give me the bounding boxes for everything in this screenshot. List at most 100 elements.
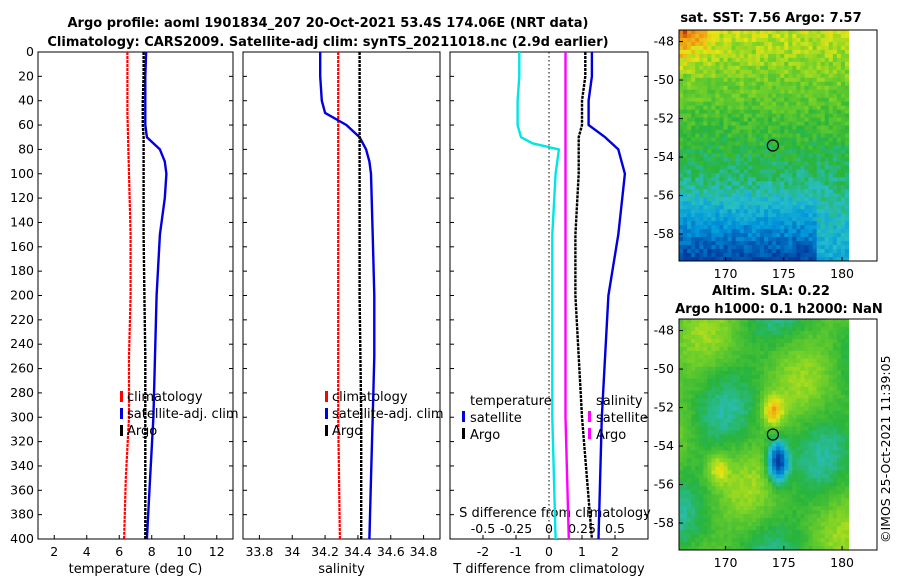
x-tick-label: -2: [477, 544, 489, 559]
y-tick-label: 340: [10, 458, 34, 473]
x-tick-label: 34.4: [344, 544, 372, 559]
legend-label: satellite-adj. clim: [127, 407, 239, 422]
argo-float-marker: [766, 428, 779, 441]
lat-tick-label: -54: [654, 438, 674, 453]
y-tick-label: 240: [10, 336, 34, 351]
legend-swatch: [325, 391, 328, 402]
x-tick-label: -1: [510, 544, 522, 559]
sst-map-border: [678, 29, 878, 262]
legend-swatch: [462, 428, 465, 439]
lon-tick-label: 170: [714, 266, 738, 281]
x-tick-label: 34.2: [311, 544, 339, 559]
x-tick-label: 0: [545, 544, 553, 559]
legend-label: climatology: [127, 390, 203, 405]
y-tick-label: 20: [18, 68, 34, 83]
figure-title-line1: Argo profile: aoml 1901834_207 20-Oct-20…: [68, 16, 589, 31]
temperature-panel: 0 20 40 60 80 100 120 140 160 180 200 220 240 260 280 3…: [10, 44, 238, 577]
sla-map-title-line2: Argo h1000: 0.1 h2000: NaN: [675, 302, 883, 317]
y-tick-label: 140: [10, 214, 34, 229]
x-tick-label: 8: [148, 544, 156, 559]
lat-tick-label: -56: [654, 477, 674, 492]
legend-label: satellite: [470, 411, 522, 426]
argo-float-marker: [766, 139, 779, 152]
legend-swatch: [120, 425, 123, 436]
x-axis-label: T difference from climatology: [452, 562, 645, 577]
series-argo: [141, 52, 147, 539]
y-tick-label: 360: [10, 482, 34, 497]
lon-tick-label: 175: [772, 555, 796, 570]
legend-swatch: [120, 408, 123, 419]
lat-tick-label: -48: [654, 323, 674, 338]
x-tick-label: 2: [611, 544, 619, 559]
y-tick-label: 160: [10, 239, 34, 254]
y-tick-label: 200: [10, 288, 34, 303]
y-tick-label: 100: [10, 166, 34, 181]
imos-credit: ©IMOS 25-Oct-2021 11:39:05: [878, 355, 893, 543]
x-axis-label: temperature (deg C): [69, 562, 203, 577]
s-tick-label: 0.25: [568, 521, 596, 536]
lat-tick-label: -58: [654, 515, 674, 530]
lat-tick-label: -50: [654, 361, 674, 376]
legend-label: satellite-adj. clim: [332, 407, 444, 422]
legend-salinity-title: salinity: [596, 394, 643, 409]
lat-tick-label: -56: [654, 188, 674, 203]
legend-label: Argo: [470, 428, 500, 443]
sla-map-border: [678, 318, 878, 551]
legend-label: Argo: [596, 428, 626, 443]
s-tick-label: -0.5: [471, 521, 495, 536]
legend-swatch: [325, 425, 328, 436]
sla-map-blank: [849, 319, 877, 550]
y-tick-label: 220: [10, 312, 34, 327]
lat-tick-label: -58: [654, 226, 674, 241]
series-climatology: [123, 52, 132, 540]
y-tick-label: 0: [26, 44, 34, 59]
legend-swatch: [120, 391, 123, 402]
lon-tick-label: 180: [830, 555, 854, 570]
legend-label: Argo: [332, 424, 362, 439]
x-tick-label: 1: [578, 544, 586, 559]
x-tick-label: 34.6: [377, 544, 405, 559]
lon-tick-label: 180: [830, 266, 854, 281]
series-satellite-adj-clim: [319, 52, 376, 540]
series-climatology: [337, 52, 341, 540]
legend-swatch: [325, 408, 328, 419]
legend-label: satellite: [596, 411, 648, 426]
legend-swatch: [588, 428, 591, 439]
y-tick-label: 300: [10, 409, 34, 424]
lat-tick-label: -54: [654, 149, 674, 164]
legend-label: climatology: [332, 390, 408, 405]
x-tick-label: 6: [115, 544, 123, 559]
y-tick-label: 180: [10, 263, 34, 278]
series-temperature-satellite: [516, 52, 561, 540]
sla-map-cells: [679, 319, 850, 551]
sst-map-cells: [679, 30, 850, 262]
y-tick-label: 120: [10, 190, 34, 205]
y-tick-label: 80: [18, 141, 34, 156]
sla-map: -48 -50 -52 -54 -56 -58 170 175 180: [654, 318, 878, 570]
x-tick-label: 10: [176, 544, 192, 559]
plot-frame: [37, 51, 234, 540]
legend-swatch: [588, 411, 591, 422]
lat-tick-label: -48: [654, 34, 674, 49]
lon-tick-label: 170: [714, 555, 738, 570]
y-tick-label: 40: [18, 93, 34, 108]
series-satellite-adj-clim: [144, 51, 168, 540]
y-tick-label: 380: [10, 507, 34, 522]
figure-title-line2: Climatology: CARS2009. Satellite-adj cli…: [47, 35, 608, 50]
s-tick-label: -0.25: [500, 521, 532, 536]
lat-tick-label: -50: [654, 72, 674, 87]
y-tick-label: 260: [10, 361, 34, 376]
x-tick-label: 34.8: [410, 544, 438, 559]
series-argo: [358, 52, 363, 539]
series-temperature-argo: [574, 52, 594, 540]
sla-map-title-line1: Altim. SLA: 0.22: [712, 284, 830, 299]
x-tick-label: 2: [50, 544, 58, 559]
lon-tick-label: 175: [772, 266, 796, 281]
legend-label: Argo: [127, 424, 157, 439]
plot-frame: [242, 51, 441, 540]
s-tick-label: 0.5: [605, 521, 625, 536]
legend-swatch: [462, 411, 465, 422]
y-tick-label: 280: [10, 385, 34, 400]
